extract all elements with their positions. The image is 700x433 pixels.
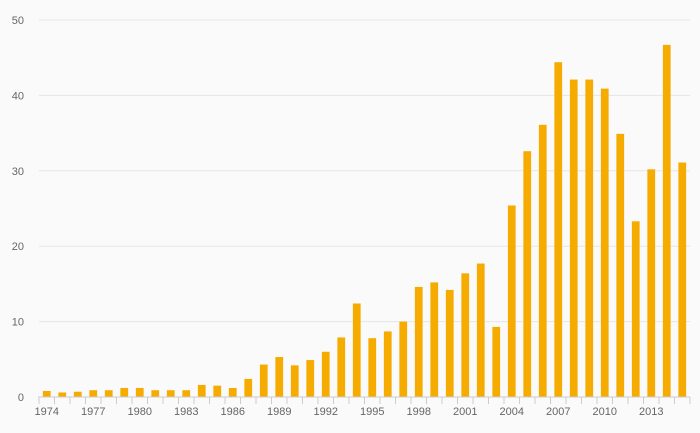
bar xyxy=(554,62,563,397)
bar xyxy=(616,133,625,397)
bar xyxy=(166,390,175,397)
bar xyxy=(89,390,98,397)
bar xyxy=(507,205,516,397)
x-tick-label: 2010 xyxy=(593,406,617,418)
y-tick-label: 20 xyxy=(12,241,24,253)
y-tick-label: 40 xyxy=(12,90,24,102)
y-tick-label: 30 xyxy=(12,166,24,178)
bar xyxy=(585,79,594,397)
bar xyxy=(135,387,144,397)
bar xyxy=(151,390,160,397)
bar xyxy=(275,357,284,397)
bar xyxy=(228,387,237,397)
bar xyxy=(647,169,656,397)
x-tick-label: 1980 xyxy=(128,406,152,418)
bar xyxy=(383,331,392,397)
x-axis: 1974 1977 1980 1983 1986 1989 1992 1995 1998 2001… xyxy=(35,396,691,418)
x-tick-label: 1998 xyxy=(407,406,431,418)
x-tick-label: 1983 xyxy=(174,406,198,418)
bar xyxy=(290,365,299,397)
bar xyxy=(306,360,315,397)
x-tick-label: 2013 xyxy=(639,406,663,418)
bar xyxy=(120,387,129,397)
bar xyxy=(244,378,253,397)
bar xyxy=(368,338,377,397)
x-tick-label: 1989 xyxy=(267,406,291,418)
bar xyxy=(182,390,191,397)
bar xyxy=(58,392,67,397)
bar xyxy=(523,151,532,397)
y-tick-label: 50 xyxy=(12,15,24,27)
y-tick-label: 0 xyxy=(18,392,24,404)
bar xyxy=(445,289,454,397)
bar xyxy=(197,384,206,397)
y-tick-label: 10 xyxy=(12,317,24,329)
bar xyxy=(73,391,82,397)
bar xyxy=(337,337,346,397)
bar xyxy=(259,364,268,397)
bar xyxy=(321,351,330,397)
bar xyxy=(104,390,113,397)
x-tick-label: 2004 xyxy=(500,406,524,418)
x-tick-label: 1992 xyxy=(314,406,338,418)
bar xyxy=(569,79,578,397)
x-tick-label: 1986 xyxy=(221,406,245,418)
bar xyxy=(213,385,222,397)
y-axis-ticks: 0 10 20 30 40 50 xyxy=(12,15,24,404)
bar xyxy=(414,286,423,397)
bar xyxy=(399,321,408,397)
bar xyxy=(662,44,671,398)
bar xyxy=(678,162,687,397)
bar xyxy=(461,273,470,397)
bar xyxy=(631,221,640,397)
gridlines xyxy=(39,19,690,323)
bar xyxy=(538,124,547,397)
x-tick-label: 1995 xyxy=(360,406,384,418)
bar xyxy=(600,88,609,397)
x-tick-label: 2007 xyxy=(546,406,570,418)
x-tick-label: 2001 xyxy=(453,406,477,418)
x-tick-label: 1977 xyxy=(81,406,105,418)
bars xyxy=(42,44,687,398)
bar xyxy=(430,282,439,397)
x-tick-label: 1974 xyxy=(35,406,59,418)
bar xyxy=(476,263,485,397)
bar xyxy=(492,326,501,397)
bar xyxy=(42,390,51,397)
bar xyxy=(352,303,361,397)
